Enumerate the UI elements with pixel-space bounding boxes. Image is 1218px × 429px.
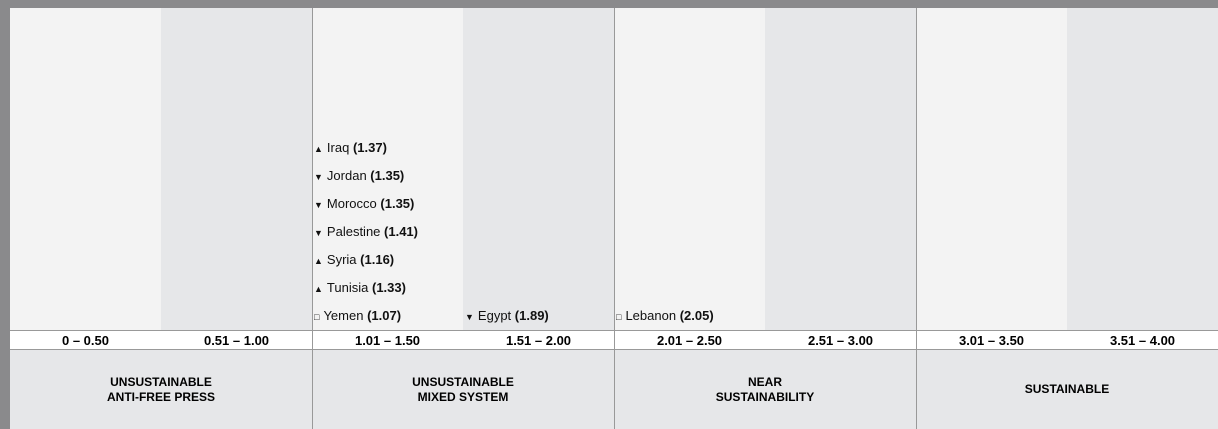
trend-marker: □ [314,312,320,322]
country-entry: ▼ Palestine (1.41) [312,218,463,246]
group-label: NEAR SUSTAINABILITY [614,350,916,429]
group-label-line: SUSTAINABLE [1024,382,1110,396]
country-name: Morocco [326,196,377,211]
country-name: Jordan [326,168,367,183]
trend-marker: ▼ [314,228,323,238]
trend-marker: ▲ [314,144,323,154]
trend-marker: ▼ [314,172,323,182]
country-score: (2.05) [679,308,714,323]
range-label: 0 – 0.50 [10,330,161,350]
group-separator [916,8,917,429]
group-label-line: UNSUSTAINABLE [110,374,212,389]
range-label: 2.01 – 2.50 [614,330,765,350]
score-column [161,8,312,330]
group-separator [614,8,615,429]
trend-marker: ▲ [314,284,323,294]
country-entry: ▲ Tunisia (1.33) [312,274,463,302]
group-label-line: ANTI-FREE PRESS [106,389,215,404]
country-score: (1.07) [367,308,402,323]
score-column: □ Lebanon (2.05) [614,8,765,330]
country-score: (1.16) [360,252,395,267]
country-score: (1.35) [370,168,405,183]
country-name: Palestine [326,224,381,239]
country-entry: □ Yemen (1.07) [312,302,463,330]
country-entry: ▲ Syria (1.16) [312,246,463,274]
range-label: 0.51 – 1.00 [161,330,312,350]
country-score: (1.41) [384,224,418,239]
score-column: ▲ Iraq (1.37) ▼ Jordan (1.35) ▼ Morocco (1.35… [312,8,463,330]
country-entry: □ Lebanon (2.05) [614,302,765,330]
country-entry: ▲ Iraq (1.37) [312,134,463,162]
country-name: Iraq [326,140,350,155]
country-name: Syria [326,252,357,267]
country-entry: ▼ Morocco (1.35) [312,190,463,218]
trend-marker: ▼ [465,312,474,322]
range-label: 3.01 – 3.50 [916,330,1067,350]
score-column [10,8,161,330]
country-score: (1.35) [380,196,415,211]
country-score: (1.33) [371,280,406,295]
country-score: (1.37) [352,140,387,155]
range-label: 3.51 – 4.00 [1067,330,1218,350]
range-label: 1.51 – 2.00 [463,330,614,350]
score-column [765,8,916,330]
country-entry: ▼ Jordan (1.35) [312,162,463,190]
group-label-line: SUSTAINABILITY [715,389,815,404]
score-column [1067,8,1218,330]
group-label-line: NEAR [747,374,782,389]
group-label-line: UNSUSTAINABLE [412,374,514,389]
range-label: 1.01 – 1.50 [312,330,463,350]
range-label: 2.51 – 3.00 [765,330,916,350]
group-label-line: MIXED SYSTEM [417,389,509,404]
trend-marker: □ [616,312,622,322]
country-name: Lebanon [625,308,677,323]
trend-marker: ▼ [314,200,323,210]
country-score: (1.89) [514,308,549,323]
trend-marker: ▲ [314,256,323,266]
country-name: Tunisia [326,280,369,295]
country-name: Yemen [323,308,364,323]
country-entry: ▼ Egypt (1.89) [463,302,614,330]
group-label: UNSUSTAINABLE MIXED SYSTEM [312,350,614,429]
score-column [916,8,1067,330]
country-name: Egypt [477,308,512,323]
group-label: UNSUSTAINABLE ANTI-FREE PRESS [10,350,312,429]
group-label: SUSTAINABLE [916,350,1218,429]
score-column: ▼ Egypt (1.89) [463,8,614,330]
group-separator [312,8,313,429]
